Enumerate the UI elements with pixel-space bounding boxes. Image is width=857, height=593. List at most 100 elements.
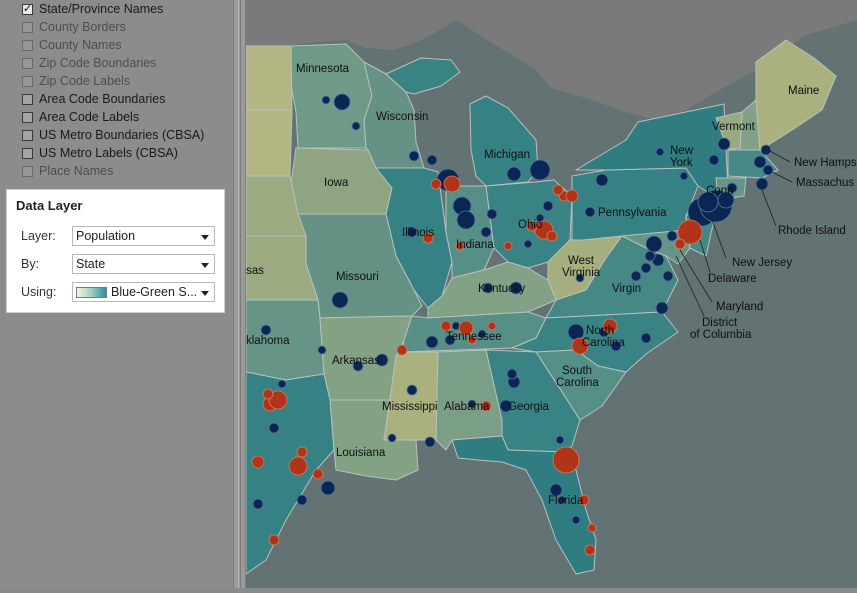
using-dropdown[interactable]: Blue-Green S... (72, 282, 215, 302)
layer-label: State/Province Names (39, 2, 164, 16)
label-maryland: Maryland (716, 301, 763, 313)
state-texas[interactable] (245, 371, 335, 575)
panel-splitter[interactable] (233, 0, 246, 588)
state-maine[interactable] (755, 39, 837, 151)
map-layers-list: State/Province Names County Borders Coun… (22, 0, 204, 180)
checkbox[interactable] (22, 111, 33, 123)
label-new-york-1: New (670, 145, 694, 157)
map-canvas[interactable]: Minnesota Wisconsin Michigan Iowa Illino… (245, 0, 857, 588)
layer-zip-code-labels: Zip Code Labels (22, 72, 204, 90)
layer-state-province-names[interactable]: State/Province Names (22, 0, 204, 18)
label-new-york-2: York (670, 157, 693, 169)
chevron-down-icon (201, 263, 209, 268)
state-new-york[interactable] (575, 103, 729, 197)
using-dropdown-value: Blue-Green S... (111, 285, 198, 299)
splitter-grip[interactable] (238, 0, 241, 588)
by-row: By: State (21, 254, 215, 274)
label-missouri: Missouri (336, 271, 379, 283)
layer-dropdown-value: Population (76, 229, 136, 243)
label-kentucky: Kentucky (478, 283, 526, 295)
layer-dropdown[interactable]: Population (72, 226, 215, 246)
data-layer-title: Data Layer (16, 198, 83, 213)
using-label: Using: (21, 285, 57, 299)
label-iowa: Iowa (324, 177, 349, 189)
layer-label: Place Names (39, 164, 114, 178)
label-minnesota: Minnesota (296, 63, 350, 75)
layer-county-names: County Names (22, 36, 204, 54)
label-south-carolina-1: South (562, 365, 592, 377)
layer-label: Area Code Labels (39, 110, 140, 124)
checkbox (22, 21, 33, 33)
label-wisconsin: Wisconsin (376, 111, 428, 123)
layer-label: Zip Code Boundaries (39, 56, 157, 70)
label-west-virginia-1: West (568, 255, 595, 267)
label-new-jersey: New Jersey (732, 257, 792, 269)
left-panel: State/Province Names County Borders Coun… (0, 0, 233, 588)
label-south-carolina-2: Carolina (556, 377, 599, 389)
layer-label: County Names (39, 38, 122, 52)
label-west-virginia-2: Virginia (562, 267, 601, 279)
by-label: By: (21, 257, 40, 271)
layer-county-borders: County Borders (22, 18, 204, 36)
checkbox (22, 39, 33, 51)
label-delaware: Delaware (708, 273, 757, 285)
by-dropdown-value: State (76, 257, 106, 271)
checkbox (22, 75, 33, 87)
label-dc-1: District (702, 317, 738, 329)
label-virginia: Virgin (612, 283, 641, 295)
layer-us-metro-boundaries[interactable]: US Metro Boundaries (CBSA) (22, 126, 204, 144)
label-mississippi: Mississippi (382, 401, 438, 413)
label-north-carolina-1: North (586, 325, 614, 337)
by-dropdown[interactable]: State (72, 254, 215, 274)
label-illinois: Illinois (402, 227, 434, 239)
map-view[interactable]: Minnesota Wisconsin Michigan Iowa Illino… (245, 0, 857, 588)
label-pennsylvania: Pennsylvania (598, 207, 667, 219)
label-kansas: sas (246, 265, 264, 277)
layer-area-code-boundaries[interactable]: Area Code Boundaries (22, 90, 204, 108)
layer-row: Layer: Population (21, 226, 215, 246)
checkbox[interactable] (22, 129, 33, 141)
checkbox[interactable] (22, 2, 33, 15)
layer-label: US Metro Labels (CBSA) (39, 146, 178, 160)
label-connecticut: Conn (706, 185, 734, 197)
label-indiana: Indiana (456, 239, 494, 251)
label-florida: Florida (548, 495, 584, 507)
label-north-carolina-2: Carolina (582, 337, 625, 349)
using-row: Using: Blue-Green S... (21, 282, 215, 302)
layer-area-code-labels[interactable]: Area Code Labels (22, 108, 204, 126)
layer-place-names: Place Names (22, 162, 204, 180)
chevron-down-icon (201, 291, 209, 296)
state-michigan-upper[interactable] (385, 57, 461, 95)
label-louisiana: Louisiana (336, 447, 386, 459)
data-layer-panel: Data Layer Layer: Population By: State U… (6, 189, 225, 313)
map-dim-overlay (246, 0, 857, 588)
label-alabama: Alabama (444, 401, 490, 413)
checkbox (22, 57, 33, 69)
layer-label: Area Code Boundaries (39, 92, 166, 106)
label-michigan: Michigan (484, 149, 530, 161)
data-points (251, 93, 774, 557)
layer-us-metro-labels[interactable]: US Metro Labels (CBSA) (22, 144, 204, 162)
label-arkansas: Arkansas (332, 355, 380, 367)
checkbox[interactable] (22, 93, 33, 105)
outside-labels: New Hamps Massachus Rhode Island New Jer… (690, 157, 857, 341)
color-ramp-swatch (76, 286, 107, 298)
state-labels: Minnesota Wisconsin Michigan Iowa Illino… (246, 63, 819, 507)
chevron-down-icon (201, 235, 209, 240)
label-vermont: Vermont (712, 121, 756, 133)
label-massachusetts: Massachus (796, 177, 854, 189)
checkbox (22, 165, 33, 177)
checkbox[interactable] (22, 147, 33, 159)
label-rhode-island: Rhode Island (778, 225, 846, 237)
label-tennessee: Tennessee (446, 331, 502, 343)
label-georgia: Georgia (508, 401, 550, 413)
layer-label: Zip Code Labels (39, 74, 131, 88)
layer-zip-code-boundaries: Zip Code Boundaries (22, 54, 204, 72)
state-north-dakota[interactable] (245, 45, 293, 111)
callout-lines (675, 149, 793, 317)
layer-label: County Borders (39, 20, 126, 34)
layer-label: US Metro Boundaries (CBSA) (39, 128, 205, 142)
label-new-hampshire: New Hamps (794, 157, 857, 169)
canada (246, 0, 857, 120)
label-oklahoma: klahoma (246, 335, 290, 347)
